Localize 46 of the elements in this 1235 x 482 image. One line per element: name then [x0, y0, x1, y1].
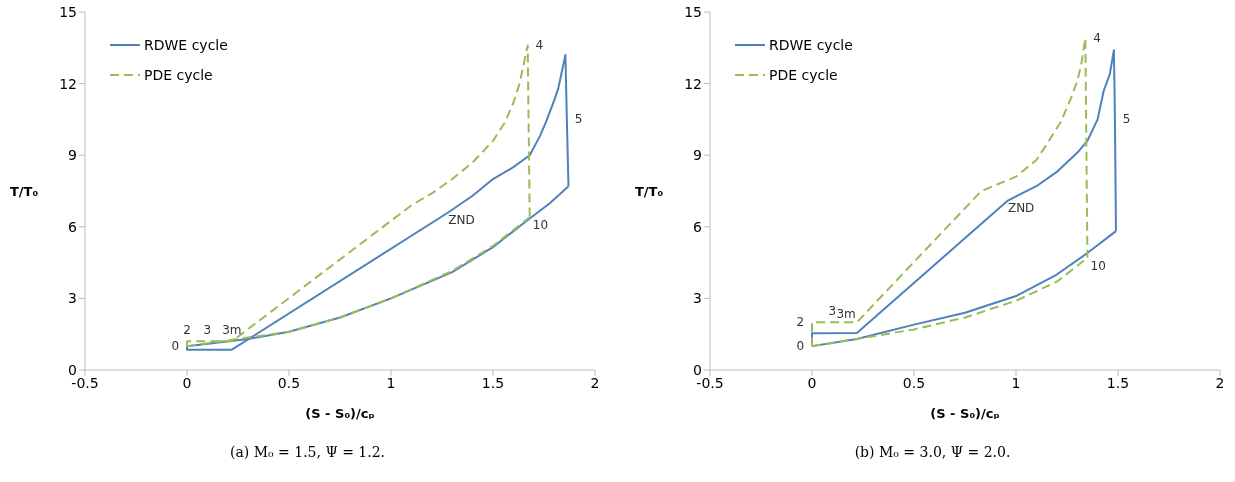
x-axis-title: (S - S₀)/cₚ — [930, 406, 1000, 421]
annotation: 0 — [171, 339, 180, 354]
annotation: 5 — [1122, 112, 1131, 127]
annotation: 3m — [222, 323, 242, 338]
x-tick-label: 1 — [1011, 374, 1021, 391]
y-axis-title: T/T₀ — [635, 183, 664, 199]
y-axis-title: T/T₀ — [10, 183, 39, 199]
legend-label: RDWE cycle — [769, 37, 853, 53]
y-tick-label: 12 — [59, 75, 77, 92]
x-tick-label: 0 — [807, 374, 817, 391]
annotation: 3 — [203, 323, 212, 338]
annotation: ZND — [448, 213, 475, 228]
annotation: 10 — [532, 218, 549, 233]
legend-label: PDE cycle — [144, 67, 213, 83]
annotation: 5 — [574, 112, 583, 127]
y-tick-label: 15 — [684, 3, 702, 20]
y-tick-label: 9 — [693, 147, 702, 164]
x-tick-label: 0 — [182, 374, 192, 391]
text: (b) M₀ = 3.0, Ψ = 2.0. — [853, 444, 1012, 460]
x-tick-label: 0.5 — [277, 374, 301, 391]
x-tick-label: 0.5 — [902, 374, 926, 391]
annotation: 0 — [796, 339, 805, 354]
x-tick-label: 2 — [590, 374, 600, 391]
annotation: 4 — [1093, 31, 1101, 46]
y-tick-label: 9 — [68, 147, 77, 164]
annotation: 3 — [828, 304, 837, 319]
x-tick-label: 2 — [1215, 374, 1225, 391]
legend-label: RDWE cycle — [144, 37, 228, 53]
y-tick-label: 3 — [693, 290, 702, 307]
annotation: 3m — [836, 307, 856, 322]
annotation: 4 — [535, 38, 544, 53]
y-tick-label: 12 — [684, 75, 702, 92]
y-tick-label: 6 — [68, 218, 78, 235]
x-tick-label: 1.5 — [481, 374, 505, 391]
x-tick-label: 1 — [386, 374, 396, 391]
x-tick-label: 1.5 — [1106, 374, 1130, 391]
y-tick-label: 15 — [59, 3, 77, 20]
legend-label: PDE cycle — [769, 67, 838, 83]
annotation: 2 — [796, 315, 805, 330]
text: (a) M₀ = 1.5, Ψ = 1.2. — [228, 444, 387, 460]
annotation: 2 — [183, 323, 191, 338]
annotation: ZND — [1007, 201, 1035, 216]
annotation: 10 — [1090, 258, 1106, 273]
y-tick-label: 6 — [693, 218, 703, 235]
y-tick-label: 3 — [68, 290, 77, 307]
x-axis-title: (S - S₀)/cₚ — [305, 406, 375, 421]
